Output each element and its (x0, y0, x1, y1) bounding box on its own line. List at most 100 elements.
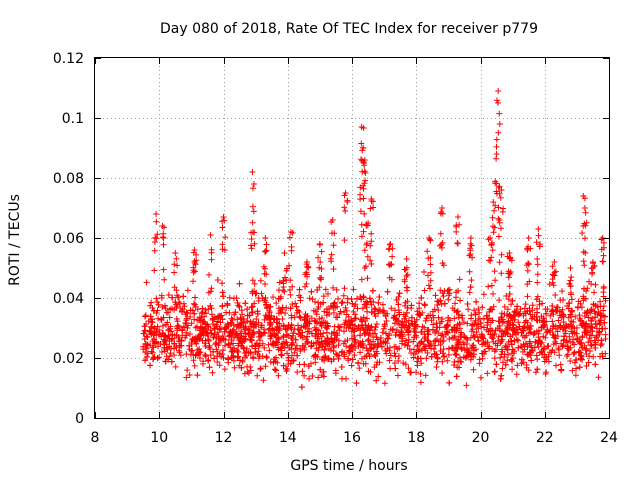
data-point (143, 279, 150, 286)
data-point (548, 308, 555, 315)
data-point (303, 280, 310, 287)
data-point (303, 320, 310, 327)
data-point (270, 327, 276, 334)
data-point (580, 258, 587, 265)
data-point (258, 322, 265, 329)
data-point (370, 204, 377, 211)
data-point (326, 339, 333, 346)
data-point (355, 343, 362, 350)
data-point (527, 311, 534, 318)
data-point (348, 362, 355, 369)
y-tick-label: 0.08 (53, 171, 84, 187)
data-point (282, 274, 288, 281)
data-point (296, 286, 303, 293)
data-point (456, 354, 463, 361)
data-point (595, 329, 602, 336)
data-point (263, 247, 270, 254)
data-point (158, 349, 165, 355)
data-point (587, 348, 593, 354)
data-point (306, 375, 313, 382)
data-point (577, 356, 584, 362)
data-point (226, 309, 233, 316)
data-point (583, 351, 590, 357)
data-point (294, 352, 301, 359)
data-point (302, 283, 308, 290)
data-point (578, 353, 585, 360)
data-point (566, 300, 573, 307)
data-point (156, 327, 163, 333)
data-point (595, 374, 602, 381)
data-point (364, 299, 371, 306)
data-point (209, 316, 216, 323)
data-point (357, 208, 364, 215)
data-point (313, 326, 320, 333)
data-point (588, 342, 595, 349)
data-point (319, 315, 325, 321)
data-point (555, 346, 562, 353)
data-point (255, 355, 262, 362)
data-point (201, 340, 208, 347)
data-point (437, 342, 444, 348)
data-point (380, 307, 387, 314)
data-point (399, 318, 406, 325)
data-point (360, 294, 367, 301)
data-point (371, 305, 378, 312)
data-point (181, 303, 188, 310)
data-point (582, 235, 588, 242)
data-point (270, 294, 277, 301)
data-point (513, 371, 520, 378)
data-point (587, 332, 594, 339)
data-point (390, 326, 396, 333)
data-point (219, 316, 226, 323)
data-point (590, 301, 597, 308)
data-point (381, 321, 388, 328)
data-point (177, 352, 184, 359)
data-point (479, 350, 486, 357)
data-point (533, 239, 540, 246)
data-point (495, 215, 502, 222)
data-point (255, 297, 262, 304)
data-point (316, 315, 323, 322)
data-point (439, 290, 446, 297)
data-point (467, 240, 474, 247)
data-point (404, 326, 411, 333)
data-point (353, 380, 360, 387)
data-point (383, 318, 390, 324)
data-point (278, 345, 284, 352)
data-point (311, 352, 318, 359)
data-point (357, 196, 364, 203)
data-point (439, 350, 446, 357)
data-point (442, 324, 448, 331)
data-point (153, 211, 159, 217)
data-point (540, 315, 547, 322)
data-point (217, 319, 224, 326)
data-point (454, 339, 461, 346)
data-point (165, 356, 172, 363)
data-point (267, 303, 274, 310)
data-point (235, 302, 242, 309)
data-point (251, 280, 258, 287)
data-point (317, 366, 324, 373)
data-point (295, 326, 302, 333)
data-point (468, 277, 475, 284)
data-point (583, 320, 590, 327)
data-point (161, 344, 168, 351)
data-point (549, 279, 556, 286)
data-point (343, 307, 350, 314)
data-point (427, 261, 434, 268)
data-point (501, 303, 508, 310)
data-point (549, 307, 556, 314)
data-point (371, 352, 378, 358)
data-point (147, 313, 154, 320)
data-point (149, 344, 156, 351)
data-point (414, 308, 421, 315)
data-point (406, 346, 413, 352)
data-point (197, 355, 203, 361)
data-point (592, 361, 599, 368)
data-point (191, 310, 198, 317)
data-point (265, 341, 272, 348)
data-point (496, 183, 503, 190)
data-point (405, 365, 412, 372)
data-point (248, 304, 255, 311)
data-point (360, 195, 367, 202)
